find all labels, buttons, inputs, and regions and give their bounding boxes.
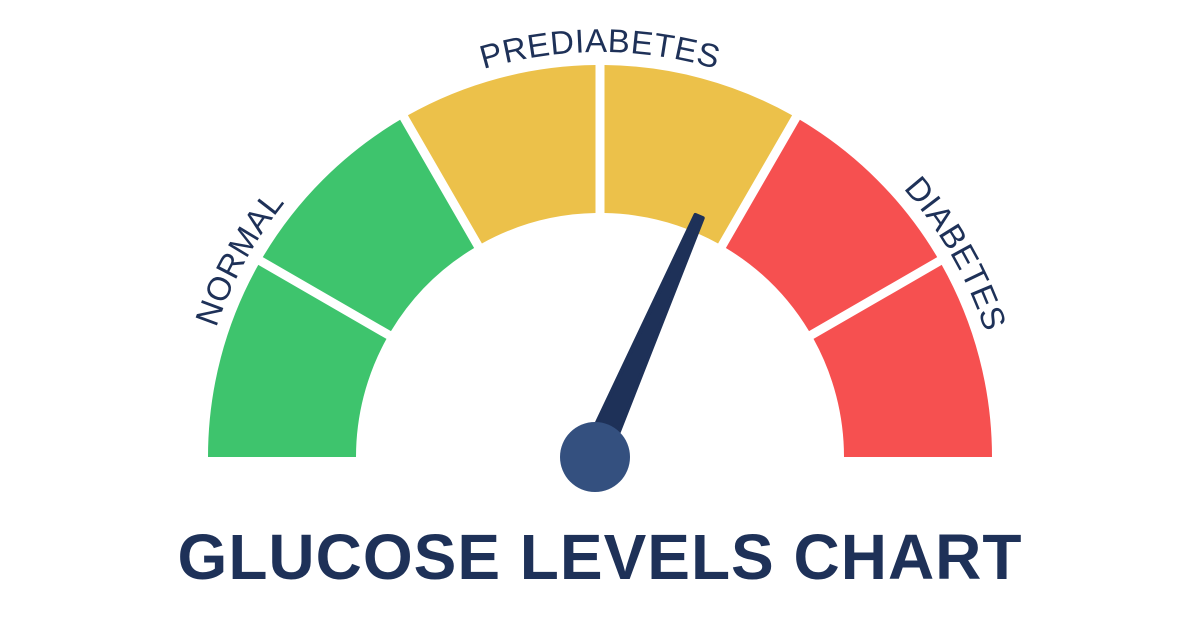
gauge-segment-diabetes-6 [813, 264, 992, 457]
gauge-segment-normal-2 [262, 119, 475, 332]
zone-label-prediabetes: PREDIABETES [476, 22, 725, 76]
gauge-segment-diabetes-5 [725, 119, 938, 332]
needle-hub [560, 422, 630, 492]
gauge-segments [208, 65, 992, 457]
gauge-segment-prediabetes-3 [407, 65, 596, 244]
gauge-segment-prediabetes-4 [604, 65, 793, 244]
gauge-segment-normal-1 [208, 264, 387, 457]
chart-title: GLUCOSE LEVELS CHART [177, 521, 1023, 593]
